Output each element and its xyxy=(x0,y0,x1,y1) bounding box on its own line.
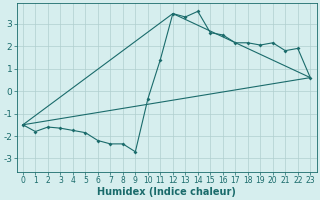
X-axis label: Humidex (Indice chaleur): Humidex (Indice chaleur) xyxy=(97,187,236,197)
